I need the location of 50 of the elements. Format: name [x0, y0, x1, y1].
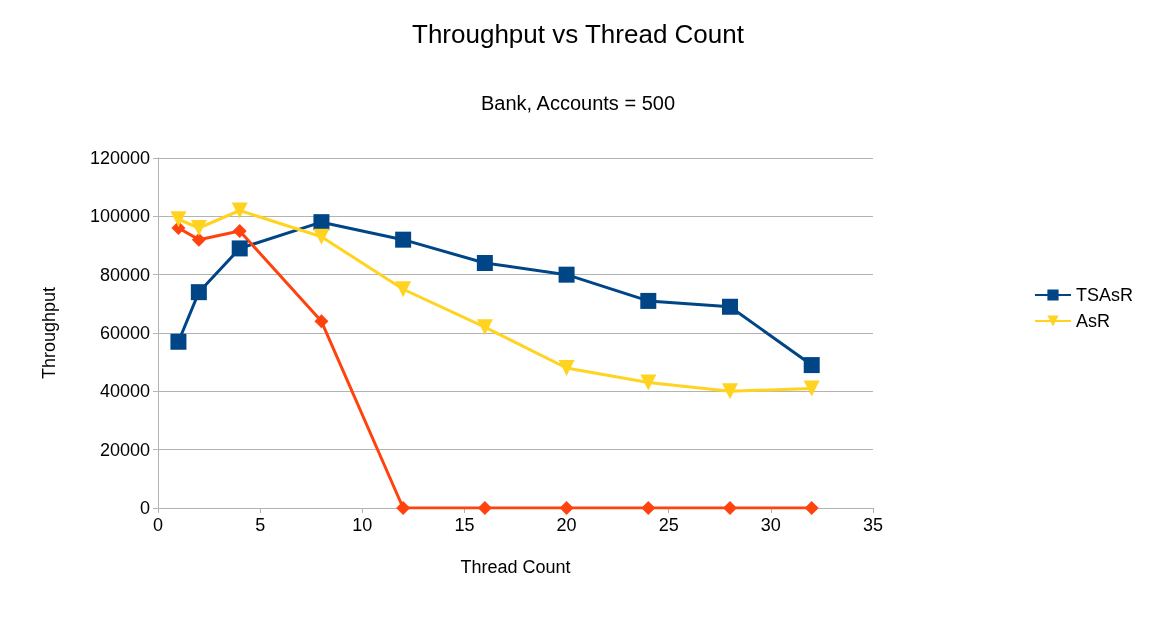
point — [559, 501, 574, 515]
point — [170, 333, 187, 350]
point — [722, 383, 738, 400]
y-tick-label: 0 — [139, 498, 150, 518]
x-tick-label: 20 — [556, 515, 577, 535]
y-axis-title: Throughput — [39, 286, 59, 380]
point — [313, 228, 330, 245]
point — [231, 240, 248, 257]
x-tick-label: 10 — [352, 515, 373, 535]
y-tick-label: 20000 — [99, 439, 150, 460]
x-tick-label: 5 — [255, 515, 266, 535]
point — [170, 211, 187, 228]
y-tick-label: 100000 — [89, 206, 150, 227]
point — [476, 255, 493, 271]
point — [190, 220, 207, 236]
y-tick-label: 80000 — [99, 264, 150, 285]
chart-title: Throughput vs Thread Count — [412, 19, 745, 49]
y-tick-label: 120000 — [89, 148, 150, 168]
y-tick-label: 40000 — [99, 381, 150, 402]
point — [313, 214, 330, 231]
point — [314, 314, 329, 329]
point — [641, 501, 656, 515]
point — [231, 202, 248, 219]
point — [640, 292, 657, 309]
point — [396, 501, 411, 515]
chart-subtitle: Bank, Accounts = 500 — [480, 92, 676, 114]
point — [640, 374, 657, 391]
point — [476, 319, 493, 336]
point — [804, 501, 819, 515]
point — [395, 231, 412, 248]
point — [232, 223, 247, 238]
x-tick-label: 0 — [152, 515, 164, 535]
point — [803, 357, 820, 374]
legend-label: AsR — [1075, 311, 1111, 331]
point — [722, 298, 738, 315]
point — [558, 360, 575, 376]
x-tick-label: 30 — [760, 515, 781, 535]
point — [395, 281, 412, 298]
x-tick-label: 25 — [658, 515, 679, 535]
point — [558, 266, 575, 283]
x-axis-title: Thread Count — [460, 557, 571, 577]
point — [803, 380, 820, 397]
point — [723, 501, 737, 515]
y-tick-label: 60000 — [99, 323, 150, 343]
legend-label: TSAsR — [1075, 285, 1134, 305]
point — [191, 232, 206, 247]
x-tick-label: 15 — [454, 515, 475, 535]
point — [190, 284, 207, 301]
point — [477, 501, 492, 515]
x-tick-label: 35 — [862, 515, 884, 535]
